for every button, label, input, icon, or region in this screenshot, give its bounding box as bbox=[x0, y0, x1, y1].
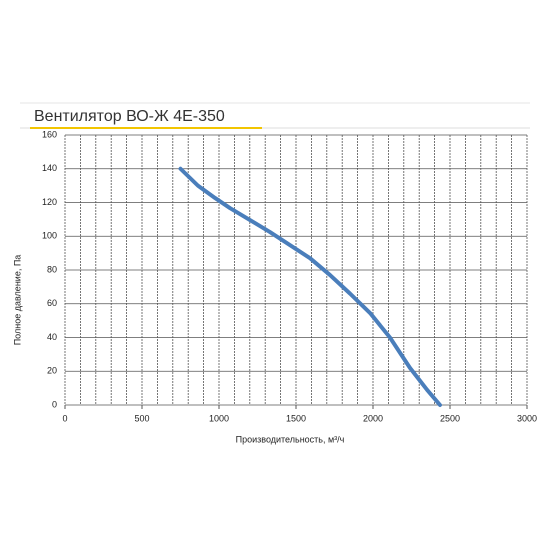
y-tick-label: 80 bbox=[47, 264, 57, 274]
chart-title: Вентилятор ВО-Ж 4Е-350 bbox=[34, 108, 225, 125]
y-tick-label: 40 bbox=[47, 332, 57, 342]
y-tick-label: 140 bbox=[42, 163, 57, 173]
x-tick-label: 1000 bbox=[209, 413, 229, 423]
x-tick-label: 0 bbox=[62, 413, 67, 423]
data-line bbox=[178, 166, 442, 407]
x-tick-label: 2500 bbox=[440, 413, 460, 423]
y-tick-label: 120 bbox=[42, 197, 57, 207]
y-tick-label: 20 bbox=[47, 366, 57, 376]
y-tick-label: 100 bbox=[42, 231, 57, 241]
y-axis-label: Полное давление, Па bbox=[12, 255, 22, 346]
x-tick-label: 1500 bbox=[286, 413, 306, 423]
x-axis-label: Производительность, м³/ч bbox=[236, 434, 345, 444]
x-tick-label: 3000 bbox=[517, 413, 537, 423]
y-tick-label: 0 bbox=[52, 399, 57, 409]
x-tick-label: 500 bbox=[134, 413, 149, 423]
x-tick-label: 2000 bbox=[363, 413, 383, 423]
y-tick-label: 60 bbox=[47, 298, 57, 308]
y-tick-label: 160 bbox=[42, 129, 57, 139]
